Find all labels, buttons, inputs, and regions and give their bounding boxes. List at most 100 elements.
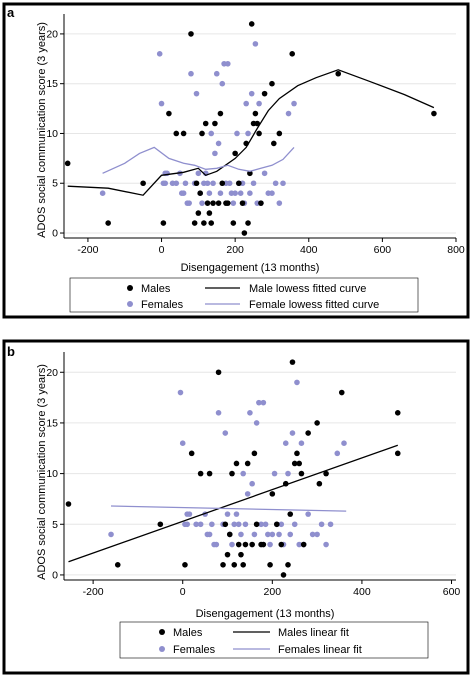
- point-a-males: [199, 130, 205, 137]
- point-a-females: [204, 180, 211, 187]
- point-a-males: [239, 200, 246, 206]
- point-a-females: [162, 180, 169, 187]
- point-b-males: [323, 470, 329, 477]
- plot-b-x-tick-label: 400: [353, 586, 371, 598]
- point-b-males: [222, 521, 229, 528]
- plot-a-y-tick-label: 10: [46, 128, 58, 140]
- plot-a-x-tick-label: -200: [77, 244, 98, 256]
- point-a-females: [261, 170, 268, 177]
- point-b-females: [224, 511, 231, 517]
- point-b-males: [267, 562, 273, 568]
- point-a-males: [256, 130, 262, 137]
- point-b-females: [177, 389, 184, 396]
- point-b-males: [298, 470, 305, 477]
- point-a-females: [285, 110, 292, 117]
- point-a-males: [173, 130, 180, 137]
- legend-a-females-label: Females: [141, 299, 184, 311]
- plot-a-x-tick-label: 600: [374, 244, 392, 256]
- plot-a-x-tick-label: 0: [159, 244, 165, 256]
- point-a-males: [289, 51, 296, 57]
- plot-b: 0 5 10 15 20 -200 0 200 400 600: [46, 352, 460, 598]
- point-a-males: [210, 200, 216, 206]
- point-b-females: [291, 521, 298, 528]
- point-b-males: [287, 511, 294, 517]
- plot-b-y-tick-label: 10: [46, 468, 58, 480]
- point-a-females: [208, 130, 215, 137]
- point-a-females: [210, 180, 216, 187]
- point-a-females: [158, 100, 165, 107]
- point-a-females: [224, 60, 231, 67]
- point-b-males: [280, 572, 287, 578]
- point-b-males: [296, 460, 303, 467]
- point-a-females: [232, 190, 238, 196]
- point-b-males: [251, 450, 258, 457]
- point-a-females: [291, 100, 297, 107]
- point-b-females: [260, 399, 267, 406]
- point-a-males: [232, 150, 238, 157]
- plot-a-y-tick-label: 5: [52, 178, 58, 190]
- point-a-males: [258, 200, 264, 206]
- point-b-males: [253, 521, 260, 528]
- point-b-females: [289, 430, 296, 436]
- point-a-females: [226, 180, 233, 187]
- point-a-females: [193, 90, 200, 97]
- point-a-females: [186, 200, 192, 206]
- legend-b-females-marker: [159, 646, 165, 652]
- point-b-females: [209, 521, 215, 528]
- legend-a-males-marker: [127, 285, 133, 291]
- plot-b-x-tick-label: 600: [443, 586, 461, 598]
- point-a-males: [204, 200, 211, 206]
- point-a-females: [237, 190, 244, 196]
- point-a-males: [166, 110, 172, 117]
- point-a-females: [256, 100, 262, 107]
- point-b-males: [249, 541, 255, 548]
- point-a-females: [182, 180, 189, 187]
- point-b-females: [215, 410, 222, 416]
- point-a-males: [431, 110, 437, 117]
- point-b-males: [226, 531, 233, 538]
- point-b-females: [294, 379, 300, 386]
- point-b-males: [314, 420, 320, 426]
- point-b-males: [274, 521, 280, 528]
- point-b-females: [229, 541, 235, 548]
- point-a-females: [173, 180, 180, 187]
- point-a-females: [280, 180, 286, 187]
- plot-a-y-tick-label: 15: [46, 78, 58, 90]
- point-b-females: [247, 410, 253, 416]
- point-b-males: [300, 541, 307, 548]
- point-b-males: [269, 491, 276, 497]
- point-b-females: [238, 531, 244, 538]
- point-a-males: [215, 200, 222, 206]
- point-b-males: [291, 460, 298, 467]
- point-b-males: [233, 460, 240, 467]
- point-a-males: [247, 170, 253, 177]
- point-a-females: [213, 70, 220, 77]
- point-a-females: [206, 190, 213, 196]
- point-a-males: [195, 210, 202, 216]
- point-b-females: [282, 440, 289, 447]
- point-b-males: [260, 541, 267, 548]
- point-a-males: [224, 200, 231, 206]
- point-b-females: [298, 440, 305, 447]
- point-a-females: [269, 190, 275, 196]
- point-b-females: [267, 541, 273, 548]
- point-b-males: [220, 562, 226, 568]
- point-a-males: [191, 220, 198, 226]
- point-b-females: [240, 470, 246, 477]
- point-b-females: [287, 531, 294, 538]
- point-a-females: [234, 130, 240, 137]
- point-a-males: [140, 180, 146, 187]
- plot-b-y-tick-label: 0: [52, 569, 58, 581]
- point-a-males: [219, 180, 226, 187]
- point-a-males: [254, 120, 261, 127]
- point-b-females: [276, 531, 282, 538]
- point-b-males: [188, 450, 195, 457]
- legend-b-females-label: Females: [173, 644, 216, 656]
- panel-a-x-axis-title: Disengagement (13 months): [181, 262, 320, 274]
- point-b-females: [327, 521, 334, 528]
- point-b-females: [184, 521, 190, 528]
- panel-b-x-axis-title: Disengagement (13 months): [196, 608, 335, 620]
- point-b-males: [235, 541, 242, 548]
- legend-a-female-curve-label: Female lowess fitted curve: [249, 299, 379, 311]
